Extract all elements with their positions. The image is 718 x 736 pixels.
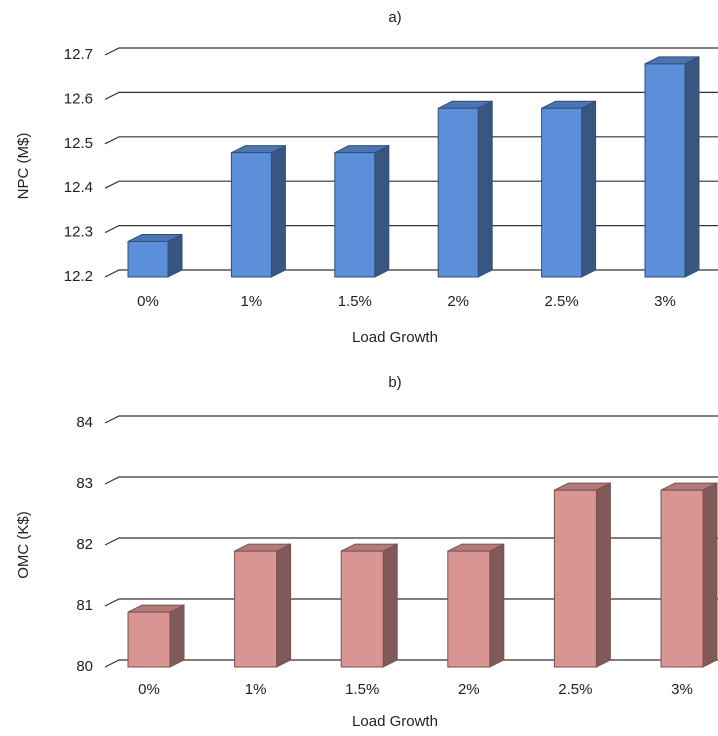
x-tick-label: 2.5% bbox=[558, 681, 592, 698]
bar bbox=[127, 233, 183, 278]
x-tick-label: 1% bbox=[241, 293, 263, 310]
chart-title: a) bbox=[388, 9, 401, 26]
bar-side bbox=[169, 604, 185, 668]
bar bbox=[234, 543, 292, 668]
y-tick-label: 12.7 bbox=[64, 46, 93, 63]
y-tick-label: 81 bbox=[76, 597, 93, 614]
bar-front bbox=[127, 240, 169, 278]
grid-line bbox=[104, 136, 718, 145]
bar bbox=[660, 482, 718, 668]
grid-line bbox=[104, 47, 718, 56]
x-tick-label: 2% bbox=[447, 293, 469, 310]
bar-side bbox=[270, 144, 286, 278]
bar-side bbox=[374, 144, 390, 278]
x-tick-label: 0% bbox=[137, 293, 159, 310]
bar bbox=[230, 144, 286, 278]
y-tick-label: 80 bbox=[76, 658, 93, 675]
grid-line bbox=[104, 598, 718, 607]
bar bbox=[340, 543, 398, 668]
bar-side bbox=[477, 100, 493, 278]
grid-line bbox=[104, 537, 718, 546]
bar-side bbox=[276, 543, 292, 668]
x-tick-label: 2% bbox=[458, 681, 480, 698]
bar-front bbox=[127, 611, 171, 668]
bar bbox=[437, 100, 493, 278]
bar-side bbox=[581, 100, 597, 278]
y-tick-label: 12.6 bbox=[64, 90, 93, 107]
x-tick-label: 2.5% bbox=[544, 293, 578, 310]
bar-front bbox=[447, 550, 491, 668]
y-tick-label: 82 bbox=[76, 536, 93, 553]
bar bbox=[447, 543, 505, 668]
x-tick-label: 1% bbox=[245, 681, 267, 698]
bar-front bbox=[553, 489, 597, 668]
grid-line bbox=[104, 415, 718, 424]
x-axis-label: Load Growth bbox=[352, 713, 438, 730]
y-tick-label: 12.3 bbox=[64, 224, 93, 241]
grid-line bbox=[104, 269, 718, 278]
y-tick-label: 84 bbox=[76, 414, 93, 431]
x-tick-label: 3% bbox=[671, 681, 693, 698]
bar-side bbox=[702, 482, 718, 668]
grid-line bbox=[104, 91, 718, 100]
y-axis-label: NPC (M$) bbox=[15, 133, 32, 200]
bar-side bbox=[489, 543, 505, 668]
x-tick-label: 3% bbox=[654, 293, 676, 310]
x-axis-label: Load Growth bbox=[352, 329, 438, 346]
bar-front bbox=[437, 107, 479, 278]
bar bbox=[334, 144, 390, 278]
bar bbox=[644, 56, 700, 278]
bar bbox=[541, 100, 597, 278]
bar-front bbox=[541, 107, 583, 278]
bar-front bbox=[340, 550, 384, 668]
bar-front bbox=[644, 63, 686, 278]
y-tick-label: 12.2 bbox=[64, 268, 93, 285]
grid-line bbox=[104, 180, 718, 189]
y-tick-label: 83 bbox=[76, 475, 93, 492]
x-tick-label: 1.5% bbox=[338, 293, 372, 310]
bar-side bbox=[684, 56, 700, 278]
bar-side bbox=[595, 482, 611, 668]
x-tick-label: 0% bbox=[138, 681, 160, 698]
bar-side bbox=[382, 543, 398, 668]
bar-front bbox=[660, 489, 704, 668]
bar bbox=[127, 604, 185, 668]
grid-line bbox=[104, 225, 718, 234]
y-tick-label: 12.5 bbox=[64, 135, 93, 152]
bar-front bbox=[334, 152, 376, 278]
y-tick-label: 12.4 bbox=[64, 179, 93, 196]
bar bbox=[553, 482, 611, 668]
x-tick-label: 1.5% bbox=[345, 681, 379, 698]
bar-front bbox=[234, 550, 278, 668]
grid-line bbox=[104, 659, 718, 668]
bar-front bbox=[230, 152, 272, 278]
grid-line bbox=[104, 476, 718, 485]
y-axis-label: OMC (K$) bbox=[15, 511, 32, 579]
chart-title: b) bbox=[388, 374, 401, 391]
